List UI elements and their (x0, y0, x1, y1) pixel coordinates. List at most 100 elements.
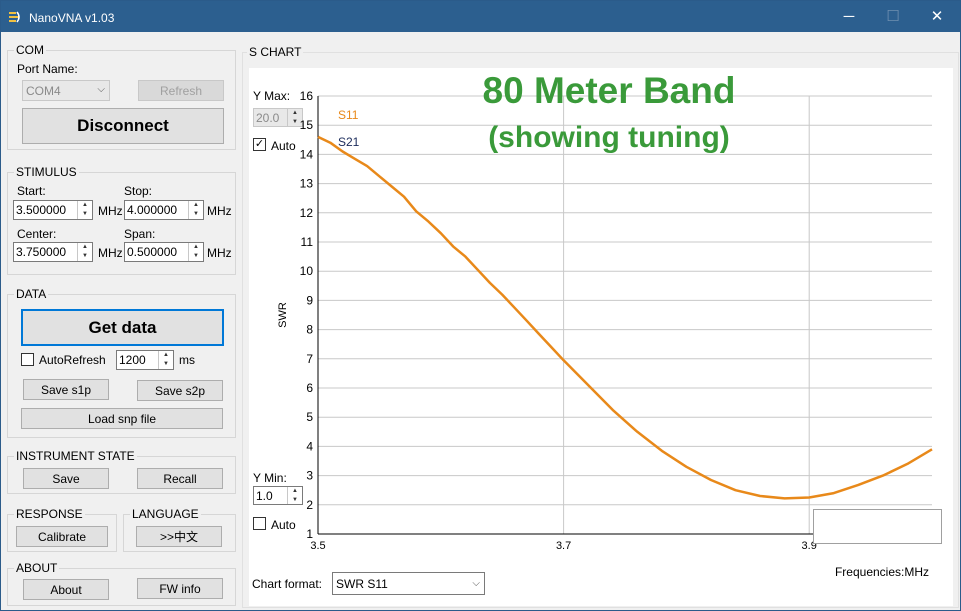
center-stepper[interactable]: ▲ ▼ (77, 243, 92, 261)
y-tick-label: 1 (306, 527, 313, 541)
autorefresh-checkbox[interactable] (21, 353, 34, 366)
close-icon[interactable]: ✕ (930, 8, 944, 25)
start-unit: MHz (98, 204, 123, 218)
stop-input[interactable]: 4.000000 ▲ ▼ (124, 200, 204, 220)
marker-info-box (813, 509, 942, 544)
language-button[interactable]: >>中文 (136, 526, 222, 547)
y-tick-label: 11 (301, 235, 314, 249)
response-group: RESPONSE Calibrate (7, 507, 117, 552)
x-tick-label: 3.7 (556, 540, 571, 552)
span-value: 0.500000 (127, 245, 178, 259)
start-input[interactable]: 3.500000 ▲ ▼ (13, 200, 93, 220)
interval-stepper[interactable]: ▲ ▼ (158, 351, 173, 369)
com-group-label: COM (14, 43, 46, 57)
autorefresh-label: AutoRefresh (39, 353, 106, 367)
y-tick-label: 4 (306, 439, 313, 453)
response-group-label: RESPONSE (14, 507, 85, 521)
data-group: DATA Get data AutoRefresh 1200 ▲ ▼ ms Sav… (7, 287, 236, 438)
nanovna-app-icon (9, 11, 20, 23)
span-label: Span: (124, 227, 156, 241)
y-tick-label: 12 (300, 206, 314, 220)
start-value: 3.500000 (16, 203, 67, 217)
ymax-auto-checkbox[interactable]: ✓ (253, 138, 266, 151)
chart-format-value: SWR S11 (336, 576, 388, 591)
instrument-state-group-label: INSTRUMENT STATE (14, 449, 137, 463)
center-unit: MHz (98, 246, 123, 260)
left-panel: COM Port Name: COM4 ⌵ Refresh Disconnect… (1, 32, 241, 610)
load-snp-button[interactable]: Load snp file (21, 408, 223, 429)
chevron-down-icon: ⌵ (472, 578, 480, 589)
start-label: Start: (17, 184, 46, 198)
data-group-label: DATA (14, 287, 49, 301)
interval-input[interactable]: 1200 ▲ ▼ (116, 350, 174, 370)
language-group: LANGUAGE >>中文 (123, 507, 236, 552)
y-tick-label: 13 (300, 177, 314, 191)
ymax-auto-label: Auto (271, 139, 296, 153)
calibrate-button[interactable]: Calibrate (16, 526, 108, 547)
s-chart-group: S CHART (242, 45, 959, 608)
span-input[interactable]: 0.500000 ▲ ▼ (124, 242, 204, 262)
ymin-input[interactable]: 1.0 ▲ ▼ (253, 486, 303, 505)
legend-s21: S21 (338, 135, 360, 149)
center-label: Center: (17, 227, 57, 241)
y-tick-label: 3 (306, 469, 313, 483)
chart-area: Y Max: 20.0 ▲ ▼ ✓ Auto Y Min: 1.0 ▲ ▼ Auto… (249, 68, 953, 606)
s11-series-line (317, 135, 933, 500)
recall-state-button[interactable]: Recall (137, 468, 223, 489)
center-input[interactable]: 3.750000 ▲ ▼ (13, 242, 93, 262)
ymax-label: Y Max: (253, 89, 291, 103)
refresh-button[interactable]: Refresh (138, 80, 224, 101)
ymax-stepper[interactable]: ▲ ▼ (287, 109, 302, 126)
ymin-value: 1.0 (256, 488, 273, 503)
stimulus-group-label: STIMULUS (14, 165, 79, 179)
fw-info-button[interactable]: FW info (137, 578, 223, 599)
title-bar[interactable]: NanoVNA v1.03 ─ ☐ ✕ (1, 1, 960, 32)
start-stepper[interactable]: ▲ ▼ (77, 201, 92, 219)
stimulus-group: STIMULUS Start: 3.500000 ▲ ▼ MHz Stop: 4.… (7, 165, 236, 275)
y-tick-label: 9 (306, 293, 313, 307)
chart-format-label: Chart format: (252, 577, 323, 591)
ymin-auto-checkbox[interactable] (253, 517, 266, 530)
port-name-value: COM4 (26, 83, 61, 98)
minimize-icon[interactable]: ─ (843, 8, 855, 25)
stop-value: 4.000000 (127, 203, 178, 217)
stop-label: Stop: (124, 184, 153, 198)
interval-value: 1200 (119, 353, 146, 367)
save-s1p-button[interactable]: Save s1p (23, 379, 109, 400)
about-group: ABOUT About FW info (7, 561, 236, 606)
s-chart-panel: S CHART Y Max: 20.0 ▲ ▼ ✓ Auto Y Min: 1.0… (242, 32, 960, 610)
annotation-subtitle: (showing tuning) (488, 121, 730, 154)
legend-s11: S11 (338, 108, 359, 122)
window-title: NanoVNA v1.03 (29, 11, 115, 25)
instrument-state-group: INSTRUMENT STATE Save Recall (7, 449, 236, 494)
stop-stepper[interactable]: ▲ ▼ (188, 201, 203, 219)
y-tick-label: 15 (300, 118, 314, 132)
port-name-select[interactable]: COM4 ⌵ (22, 80, 110, 101)
center-value: 3.750000 (16, 245, 67, 259)
y-tick-label: 14 (300, 147, 314, 161)
ymin-stepper[interactable]: ▲ ▼ (287, 487, 302, 504)
ymin-auto-label: Auto (271, 518, 296, 532)
save-s2p-button[interactable]: Save s2p (137, 380, 223, 401)
chart-format-select[interactable]: SWR S11 ⌵ (332, 572, 485, 595)
annotation-title: 80 Meter Band (482, 70, 736, 111)
y-tick-label: 8 (306, 323, 313, 337)
interval-unit: ms (179, 353, 195, 367)
stop-unit: MHz (207, 204, 232, 218)
save-state-button[interactable]: Save (23, 468, 109, 489)
span-stepper[interactable]: ▲ ▼ (188, 243, 203, 261)
y-tick-label: 7 (306, 352, 313, 366)
get-data-button[interactable]: Get data (21, 309, 224, 346)
ymin-label: Y Min: (253, 471, 287, 485)
about-button[interactable]: About (23, 579, 109, 600)
disconnect-button[interactable]: Disconnect (22, 108, 224, 144)
y-tick-label: 2 (306, 498, 313, 512)
ymax-value: 20.0 (256, 110, 280, 125)
span-unit: MHz (207, 246, 232, 260)
com-group: COM Port Name: COM4 ⌵ Refresh Disconnect (7, 43, 236, 150)
maximize-icon[interactable]: ☐ (886, 8, 900, 25)
ymax-input[interactable]: 20.0 ▲ ▼ (253, 108, 303, 127)
y-tick-label: 6 (306, 381, 313, 395)
